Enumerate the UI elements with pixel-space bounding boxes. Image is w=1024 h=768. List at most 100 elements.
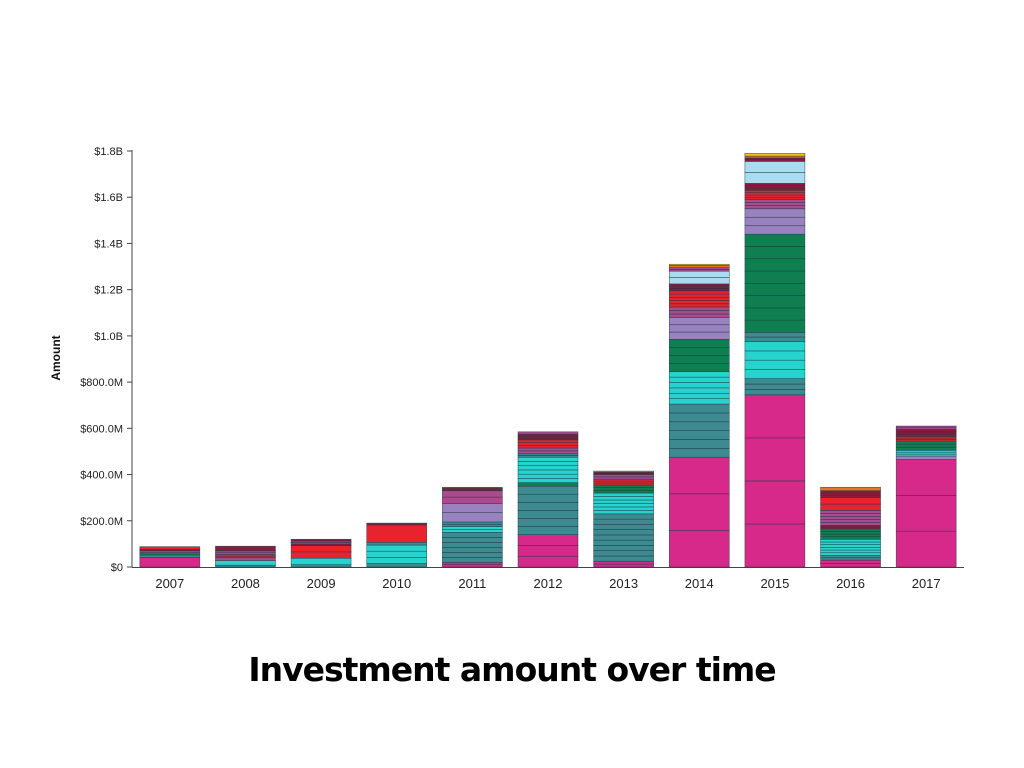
bar-segment xyxy=(517,444,579,449)
bar-segment xyxy=(820,528,881,532)
x-tick-label: 2007 xyxy=(155,576,184,591)
bar-segment xyxy=(290,551,352,559)
bar-segment xyxy=(593,506,654,511)
bar-segment xyxy=(895,459,957,496)
bar-segment xyxy=(668,392,730,399)
bar-segment xyxy=(744,153,806,157)
bar-segment xyxy=(517,439,579,443)
y-tick-label: $400.0M xyxy=(80,470,123,482)
bar-2014 xyxy=(668,263,730,568)
bar-segment xyxy=(820,533,881,537)
bar-segment xyxy=(820,495,881,498)
bar-segment xyxy=(139,552,201,556)
bar-2008 xyxy=(215,545,276,568)
y-tick-label: $800.0M xyxy=(80,377,123,389)
y-tick-label: $1.2B xyxy=(94,285,123,297)
bar-segment xyxy=(668,398,730,405)
y-tick-label: $1.4B xyxy=(94,238,123,250)
bar-segment xyxy=(517,526,579,535)
bar-segment xyxy=(820,486,881,492)
bar-segment xyxy=(366,524,428,543)
bar-segment xyxy=(668,270,730,278)
bar-segment xyxy=(744,336,806,342)
bar-segment xyxy=(668,439,730,449)
x-tick-label: 2008 xyxy=(231,576,260,591)
bar-segment xyxy=(668,382,730,389)
bar-2013 xyxy=(593,470,654,568)
bar-segment xyxy=(744,283,806,296)
bar-segment xyxy=(820,559,881,564)
bar-segment xyxy=(668,263,730,266)
bar-segment xyxy=(820,497,881,505)
bar-segment xyxy=(820,544,881,548)
bar-segment xyxy=(517,456,579,462)
bar-segment xyxy=(668,493,730,531)
bar-segment xyxy=(668,363,730,373)
bar-segment xyxy=(744,172,806,184)
bar-segment xyxy=(593,550,654,557)
bar-2015 xyxy=(744,153,806,568)
bar-segment xyxy=(139,546,201,550)
bar-segment xyxy=(366,522,428,526)
bar-2011 xyxy=(442,486,503,568)
bar-segment xyxy=(744,332,806,338)
bar-segment xyxy=(744,194,806,198)
bar-segment xyxy=(442,486,503,489)
bar-segment xyxy=(895,440,957,445)
bar-segment xyxy=(668,285,730,289)
bar-segment xyxy=(366,557,428,564)
bar-2010 xyxy=(366,522,428,568)
x-tick-label: 2017 xyxy=(912,576,941,591)
x-tick-label: 2014 xyxy=(685,576,714,591)
bar-segment xyxy=(668,421,730,431)
bar-segment xyxy=(668,283,730,287)
bar-segment xyxy=(744,389,806,396)
bar-segment xyxy=(744,480,806,525)
bar-2009 xyxy=(290,538,352,568)
bar-segment xyxy=(517,555,579,568)
bar-segment xyxy=(442,529,503,533)
bar-segment xyxy=(668,403,730,414)
bar-segment xyxy=(744,189,806,193)
bar-segment xyxy=(895,446,957,451)
bar-segment xyxy=(668,376,730,383)
bar-segment xyxy=(290,557,352,565)
bar-segment xyxy=(215,557,276,561)
bar-segment xyxy=(895,455,957,460)
bar-segment xyxy=(593,492,654,497)
bar-segment xyxy=(668,265,730,269)
bar-segment xyxy=(442,537,503,543)
bar-segment xyxy=(668,317,730,326)
bar-segment xyxy=(668,303,730,308)
bar-segment xyxy=(593,555,654,562)
bar-segment xyxy=(593,474,654,478)
bar-segment xyxy=(895,431,957,435)
bar-segment xyxy=(517,431,579,435)
bar-segment xyxy=(290,564,352,568)
bar-segment xyxy=(820,513,881,517)
bar-segment xyxy=(668,430,730,440)
bar-segment xyxy=(744,196,806,200)
bar-segment xyxy=(442,557,503,563)
bar-segment xyxy=(820,538,881,543)
x-tick-label: 2010 xyxy=(382,576,411,591)
bar-segment xyxy=(668,296,730,301)
bar-segment xyxy=(668,331,730,340)
bar-segment xyxy=(668,300,730,305)
bar-segment xyxy=(744,307,806,321)
bar-segment xyxy=(139,556,201,568)
bar-segment xyxy=(593,524,654,530)
bar-segment xyxy=(366,563,428,568)
bar-segment xyxy=(139,554,201,558)
bar-segment xyxy=(442,552,503,558)
bar-segment xyxy=(744,216,806,227)
bar-segment xyxy=(442,490,503,498)
x-tick-label: 2013 xyxy=(609,576,638,591)
bar-segment xyxy=(593,484,654,488)
bar-segment xyxy=(744,270,806,284)
bar-segment xyxy=(593,510,654,515)
bar-segment xyxy=(820,541,881,545)
bar-segment xyxy=(593,470,654,473)
bar-segment xyxy=(593,529,654,536)
y-tick-label: $1.8B xyxy=(94,146,123,158)
